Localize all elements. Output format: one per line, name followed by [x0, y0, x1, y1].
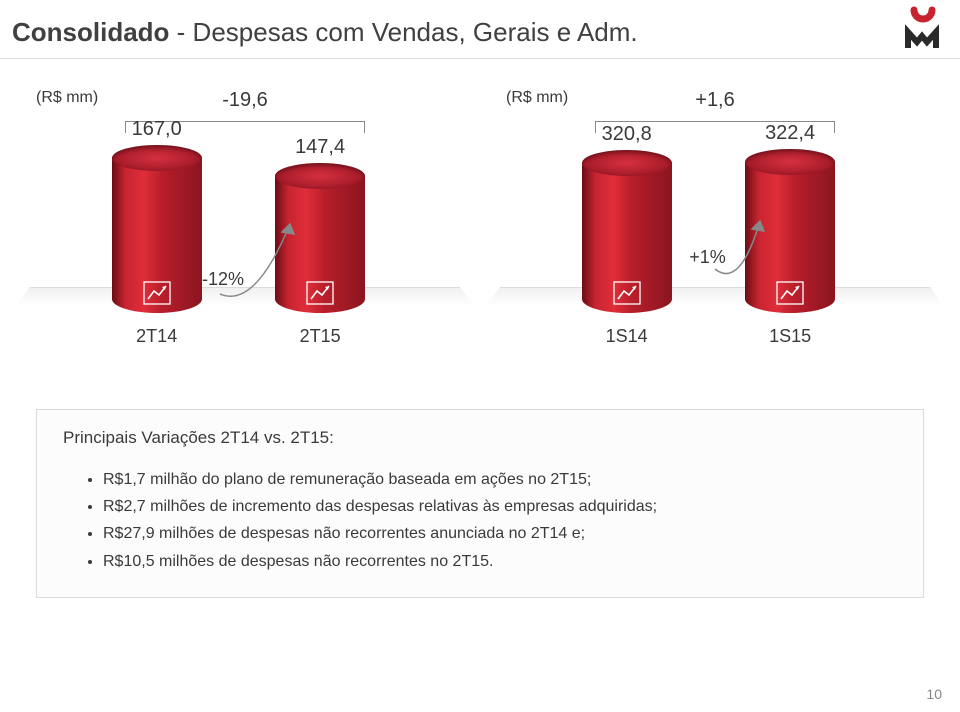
charts-row: (R$ mm) -19,6 167,0 2T14 147,4 2T15 -12%…	[0, 59, 960, 379]
chart-right: (R$ mm) +1,6 320,8 1S14 322,4 1S15 +1%	[500, 79, 930, 379]
notes-box: Principais Variações 2T14 vs. 2T15: R$1,…	[36, 409, 924, 598]
page-title: Consolidado - Despesas com Vendas, Gerai…	[12, 17, 638, 48]
note-item: R$1,7 milhão do plano de remuneração bas…	[103, 466, 897, 493]
title-bold: Consolidado	[12, 17, 169, 47]
note-item: R$10,5 milhões de despesas não recorrent…	[103, 548, 897, 575]
chart-left: (R$ mm) -19,6 167,0 2T14 147,4 2T15 -12%	[30, 79, 460, 379]
note-item: R$2,7 milhões de incremento das despesas…	[103, 493, 897, 520]
company-logo-icon	[904, 6, 940, 48]
arrow-line-right	[500, 79, 930, 379]
title-bar: Consolidado - Despesas com Vendas, Gerai…	[0, 0, 960, 59]
notes-title: Principais Variações 2T14 vs. 2T15:	[63, 428, 897, 448]
note-item: R$27,9 milhões de despesas não recorrent…	[103, 520, 897, 547]
title-rest: - Despesas com Vendas, Gerais e Adm.	[169, 17, 637, 47]
notes-list: R$1,7 milhão do plano de remuneração bas…	[63, 466, 897, 575]
page-number: 10	[926, 686, 942, 702]
arrow-line-left	[30, 79, 460, 379]
